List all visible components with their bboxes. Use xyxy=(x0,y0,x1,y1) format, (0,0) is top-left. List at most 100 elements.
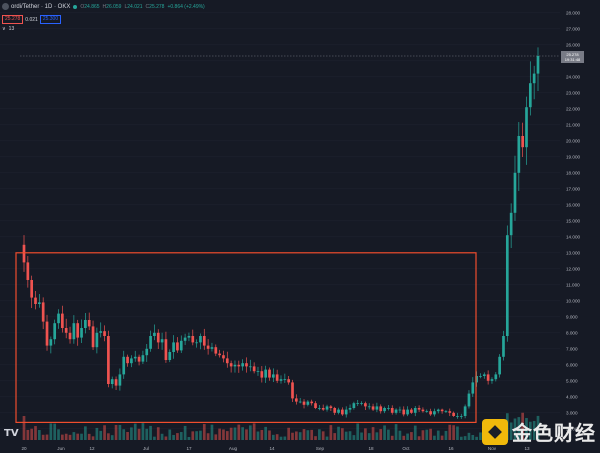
volume-bar xyxy=(375,432,379,440)
y-tick-label: 22.000 xyxy=(566,106,580,111)
volume-bar xyxy=(199,430,202,440)
candle-body xyxy=(356,403,360,404)
candle-body xyxy=(34,297,37,304)
y-tick-label: 4.000 xyxy=(566,394,578,399)
candle-body xyxy=(321,408,325,410)
candle-body xyxy=(26,262,30,280)
y-tick-label: 8.000 xyxy=(566,330,578,335)
volume-bar xyxy=(318,429,321,440)
volume-bar xyxy=(53,423,57,440)
volume-bar xyxy=(425,429,429,440)
candle-body xyxy=(80,328,83,338)
volume-bar xyxy=(394,424,398,440)
volume-bar xyxy=(306,430,310,440)
volume-bar xyxy=(475,436,478,440)
candle-body xyxy=(479,376,482,377)
candle-body xyxy=(344,409,348,415)
volume-bar xyxy=(68,434,72,440)
y-tick-label: 27.000 xyxy=(566,26,580,31)
volume-bar xyxy=(179,432,183,440)
y-tick-label: 3.000 xyxy=(566,410,578,415)
volume-bar xyxy=(509,422,513,440)
volume-bar xyxy=(383,425,386,440)
x-tick-label: Jun xyxy=(57,446,65,451)
y-tick-label: 20.000 xyxy=(566,138,580,143)
candle-body xyxy=(459,416,463,417)
candle-body xyxy=(126,356,129,364)
volume-bar xyxy=(26,429,30,440)
volume-bar xyxy=(398,430,402,440)
tradingview-logo[interactable]: TV xyxy=(4,428,19,439)
volume-bar xyxy=(64,433,68,440)
volume-bar xyxy=(329,425,333,440)
candle-body xyxy=(61,313,64,328)
close-value: C25.278 xyxy=(145,3,165,10)
bid-ask-row: 25.278 0.021 25.300 xyxy=(2,15,62,24)
candle-body xyxy=(291,382,294,399)
symbol-name[interactable]: ordi/Tether · 1D · OKX xyxy=(11,3,71,10)
volume-bar xyxy=(410,432,413,440)
spread-value: 0.021 xyxy=(25,16,38,23)
candle-body xyxy=(107,336,110,384)
candle-body xyxy=(482,374,486,376)
candle-body xyxy=(341,409,344,415)
volume-bar xyxy=(149,425,152,440)
annotation-rectangle xyxy=(15,252,477,424)
volume-bar xyxy=(229,427,233,440)
candle-body xyxy=(360,403,363,404)
volume-bar xyxy=(153,436,156,440)
volume-bar xyxy=(233,427,237,440)
candle-body xyxy=(525,107,528,148)
chevron-down-icon[interactable]: ∨ xyxy=(2,26,6,32)
volume-bar xyxy=(364,428,367,440)
candle-body xyxy=(505,235,509,336)
volume-bar xyxy=(256,431,260,440)
candle-body xyxy=(118,374,122,386)
y-tick-label: 13.000 xyxy=(566,250,580,255)
y-tick-label: 28.000 xyxy=(566,10,580,15)
y-tick-label: 10.000 xyxy=(566,298,580,303)
volume-bar xyxy=(225,431,229,440)
candle-body xyxy=(310,401,314,404)
y-tick-label: 21.000 xyxy=(566,122,580,127)
volume-bar xyxy=(390,435,394,440)
candle-body xyxy=(271,374,275,378)
y-tick-label: 23.000 xyxy=(566,90,580,95)
x-tick-label: 14 xyxy=(269,446,275,451)
candle-body xyxy=(475,376,478,383)
candle-body xyxy=(210,347,214,349)
volume-bar xyxy=(137,428,141,440)
candle-body xyxy=(513,172,517,213)
volume-bar xyxy=(440,435,444,440)
volume-bar xyxy=(133,423,137,440)
x-tick-label: Nov xyxy=(488,446,497,451)
volume-bar xyxy=(271,434,275,440)
candle-body xyxy=(218,353,221,356)
candle-body xyxy=(302,401,306,405)
candle-body xyxy=(95,332,99,348)
y-tick-label: 17.000 xyxy=(566,186,580,191)
volume-bar xyxy=(337,426,340,440)
buy-price-button[interactable]: 25.300 xyxy=(39,15,62,24)
candle-body xyxy=(87,320,91,327)
candle-body xyxy=(30,280,34,298)
candle-body xyxy=(425,411,429,412)
candle-body xyxy=(99,331,103,333)
volume-bar xyxy=(156,427,160,440)
sell-price-button[interactable]: 25.278 xyxy=(2,15,24,24)
candle-body xyxy=(287,379,291,383)
candle-body xyxy=(298,401,302,403)
candle-body xyxy=(53,323,57,340)
volume-bar xyxy=(295,431,298,440)
volume-bar xyxy=(291,432,294,440)
candle-body xyxy=(202,336,206,346)
volume-bar xyxy=(118,424,122,440)
volume-bar xyxy=(344,431,348,440)
x-tick-label: 12 xyxy=(89,446,95,451)
indicators-row[interactable]: ∨ 13 xyxy=(2,26,14,32)
candle-body xyxy=(333,408,337,413)
candle-body xyxy=(141,355,145,362)
candle-body xyxy=(199,336,202,343)
